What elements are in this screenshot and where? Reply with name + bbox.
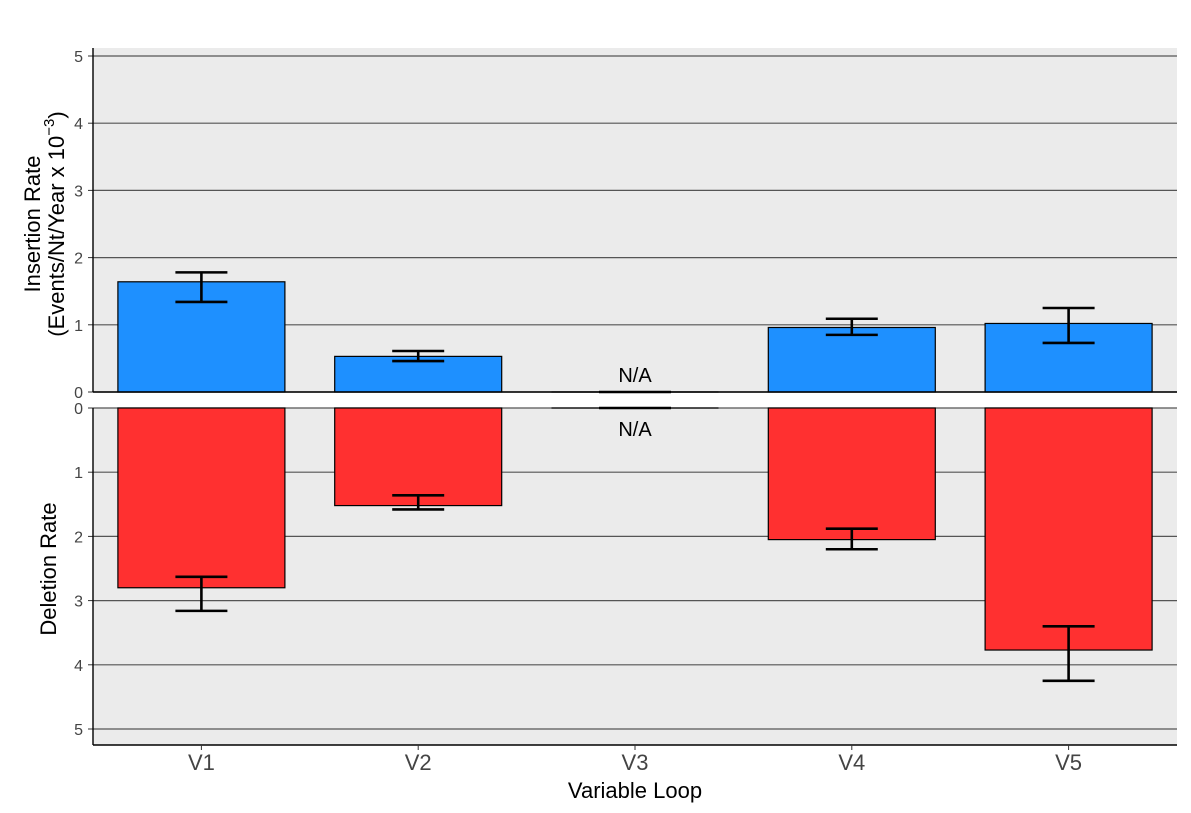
insertion-bar — [767, 326, 936, 393]
axes: 0 1 2 3 4 5 0 1 2 3 4 5 V1 V2 V3 V4 V5 — [74, 48, 1177, 775]
x-tick-label: V4 — [838, 750, 865, 775]
insertion-tick-label: 1 — [74, 318, 83, 335]
deletion-bar — [984, 407, 1153, 651]
x-tick-label: V5 — [1055, 750, 1082, 775]
insertion-tick-label: 5 — [74, 49, 83, 66]
insertion-tick-label: 2 — [74, 251, 83, 268]
labels: Insertion Rate (Events/Nt/Year x 10−3) D… — [20, 111, 702, 803]
deletion-tick-label: 5 — [74, 722, 83, 739]
insertion-tick-label: 0 — [74, 385, 83, 402]
deletion-tick-label: 0 — [74, 401, 83, 418]
x-axis-title: Variable Loop — [568, 778, 702, 803]
x-tick-label: V1 — [188, 750, 215, 775]
insertion-panel: N/A — [93, 48, 1177, 394]
deletion-panel: N/A — [93, 406, 1177, 745]
deletion-bar — [334, 407, 503, 507]
deletion-na-label: N/A — [618, 419, 652, 441]
deletion-tick-label: 2 — [74, 529, 83, 546]
insertion-ylabel-units: (Events/Nt/Year x 10 — [44, 136, 69, 337]
insertion-na-label: N/A — [618, 365, 652, 387]
deletion-tick-label: 3 — [74, 594, 83, 611]
insertion-ylabel-exponent: −3 — [41, 119, 58, 136]
insertion-ylabel-close: ) — [44, 111, 69, 118]
deletion-tick-label: 1 — [74, 465, 83, 482]
x-tick-label: V3 — [622, 750, 649, 775]
insertion-tick-label: 4 — [74, 116, 83, 133]
deletion-bar — [767, 407, 936, 541]
deletion-bar — [117, 407, 286, 589]
insertion-ylabel-line1: Insertion Rate — [20, 156, 45, 293]
deletion-tick-label: 4 — [74, 658, 83, 675]
x-tick-label: V2 — [405, 750, 432, 775]
insertion-ylabel-line2: (Events/Nt/Year x 10−3) — [41, 111, 69, 336]
deletion-ylabel: Deletion Rate — [36, 502, 61, 635]
insertion-tick-label: 3 — [74, 183, 83, 200]
